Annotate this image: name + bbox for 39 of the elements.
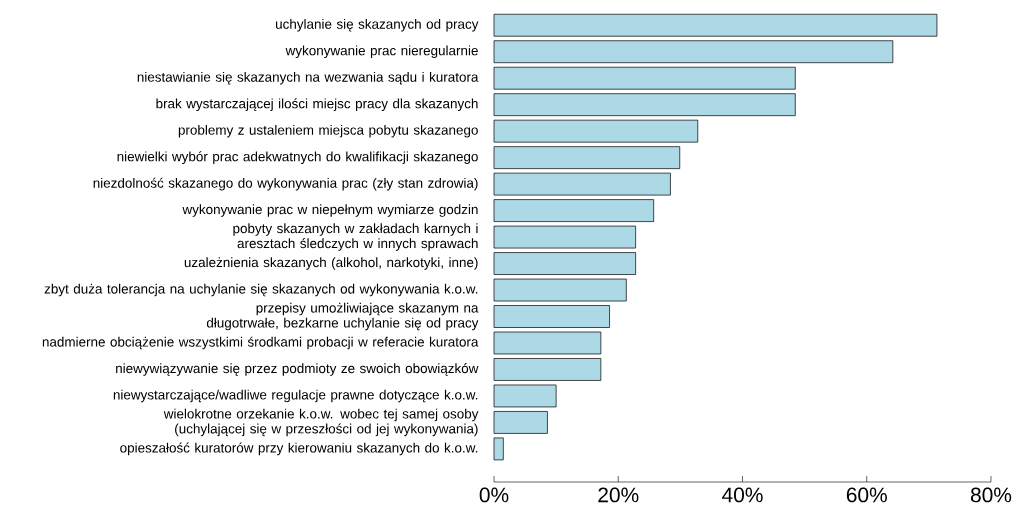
bar: [493, 225, 636, 249]
bar: [493, 331, 602, 355]
y-tick-label: opieszałość kuratorów przy kierowaniu skazanych do k.o.w.: [120, 442, 478, 456]
x-tick-label: 80%: [970, 487, 1012, 503]
bar: [493, 305, 610, 328]
y-tick-label: niewielki wybór prac adekwatnych do kwalifikacji skazanego: [117, 151, 478, 164]
bar: [493, 66, 796, 90]
bar: [493, 172, 671, 196]
y-tick-label: problemy z ustaleniem miejsca pobytu skazanego: [178, 124, 478, 138]
y-tick-label: niewystarczające/wadliwe regulacje prawne dotyczące k.o.w.: [113, 389, 478, 403]
y-tick-label: zbyt duża tolerancja na uchylanie się skazanych od wykonywania k.o.w.: [44, 283, 478, 297]
y-tick-label: brak wystarczającej ilości miejsc pracy dla skazanych: [156, 98, 478, 112]
y-tick-label: nadmierne obciążenie wszystkimi środkami probacji w referacie kuratora: [42, 336, 479, 350]
bar: [493, 358, 602, 381]
y-tick-label: wykonywanie prac w niepełnym wymiarze godzin: [182, 204, 478, 217]
y-tick-label: niezdolność skazanego do wykonywania prac (zły stan zdrowia): [93, 177, 478, 191]
y-tick-label: uchylanie się skazanych od pracy: [276, 18, 479, 32]
x-tick-label: 0%: [479, 487, 509, 503]
bar: [493, 119, 699, 143]
y-tick-label: wielokrotne orzekanie k.o.w. wobec tej samej osoby (uchylającej się w przeszłości od jej wykonywania): [163, 408, 479, 437]
y-tick-label: przepisy umożliwiające skazanym na długotrwałe, bezkarne uchylanie się od pracy: [206, 302, 479, 331]
bar: [493, 93, 796, 117]
y-tick-label: pobyty skazanych w zakładach karnych i aresztach śledczych w innych sprawach: [233, 223, 478, 251]
bar: [493, 40, 894, 64]
x-tick-label: 20%: [598, 487, 639, 503]
y-tick-label: wykonywanie prac nieregularnie: [285, 45, 478, 58]
x-tick-label: 60%: [846, 487, 887, 503]
bar: [493, 13, 938, 37]
x-tick-label: 40%: [722, 487, 763, 503]
bar: [493, 278, 627, 302]
bar: [493, 199, 655, 222]
bar: [493, 384, 557, 408]
y-tick-label: uzależnienia skazanych (alkohol, narkotyki, inne): [184, 257, 478, 270]
bar: [493, 146, 681, 169]
y-tick-label: niewywiązywanie się przez podmioty ze swoich obowiązków: [116, 363, 479, 376]
bar: [493, 437, 504, 461]
y-tick-label: niestawianie się skazanych na wezwania sądu i kuratora: [137, 71, 479, 85]
bar: [493, 252, 636, 275]
bar: [493, 411, 548, 434]
